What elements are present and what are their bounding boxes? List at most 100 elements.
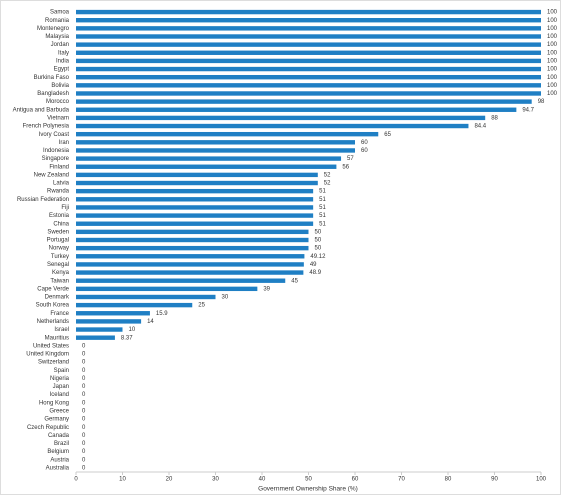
y-tick-label: Morocco	[46, 99, 70, 105]
y-tick-label: Montenegro	[37, 26, 70, 32]
bar	[76, 335, 115, 340]
y-tick-label: Vietnam	[47, 115, 69, 121]
y-tick-label: Spain	[54, 368, 69, 374]
y-tick-label: Israel	[54, 327, 69, 333]
bar	[76, 123, 469, 129]
value-label: 0	[82, 449, 86, 455]
y-tick-label: Hong Kong	[39, 400, 69, 406]
x-tick-label: 0	[74, 477, 78, 483]
value-label: 0	[82, 466, 86, 472]
value-label: 56	[342, 164, 349, 170]
bar	[76, 66, 541, 72]
value-label: 100	[547, 58, 558, 64]
bar	[76, 148, 355, 153]
bar	[76, 327, 123, 332]
y-tick-label: United States	[33, 343, 69, 349]
value-label: 39	[263, 286, 270, 292]
bar	[76, 74, 541, 80]
value-label: 100	[547, 26, 558, 32]
bar	[76, 270, 304, 275]
y-tick-label: Burkina Faso	[34, 75, 70, 81]
value-label: 51	[319, 205, 326, 211]
value-label: 30	[222, 295, 229, 301]
bar	[76, 9, 541, 15]
value-label: 100	[547, 67, 558, 73]
bar	[76, 140, 355, 145]
y-tick-label: Antigua and Barbuda	[13, 107, 70, 113]
y-tick-label: Jordan	[51, 42, 69, 48]
value-label: 0	[82, 392, 86, 398]
bar	[76, 34, 541, 39]
value-label: 8.37	[121, 335, 133, 341]
y-tick-label: Czech Republic	[27, 425, 69, 431]
bar	[76, 197, 314, 202]
value-label: 10	[129, 327, 136, 333]
x-tick-label: 90	[491, 477, 498, 483]
value-label: 51	[319, 213, 326, 219]
value-label: 57	[347, 156, 354, 162]
value-label: 14	[147, 319, 154, 325]
value-label: 88	[491, 115, 498, 121]
bar	[76, 311, 150, 316]
bar	[76, 99, 532, 104]
y-tick-label: Kenya	[52, 270, 70, 276]
bar	[76, 172, 318, 178]
x-tick-label: 50	[305, 477, 312, 483]
value-label: 0	[82, 376, 86, 382]
y-tick-label: Finland	[49, 164, 69, 170]
y-tick-label: Brazil	[54, 441, 69, 447]
bar	[76, 319, 142, 324]
bar	[76, 131, 379, 137]
y-tick-label: Nigeria	[50, 376, 70, 382]
y-tick-label: Rwanda	[47, 189, 70, 195]
bar	[76, 229, 309, 235]
value-label: 100	[547, 34, 558, 40]
bar	[76, 91, 541, 96]
value-label: 52	[324, 181, 331, 187]
value-label: 0	[82, 384, 86, 390]
y-tick-label: Romania	[45, 18, 70, 24]
value-label: 65	[384, 132, 391, 138]
bar	[76, 205, 314, 210]
value-label: 15.9	[156, 311, 168, 317]
y-tick-label: Ivory Coast	[39, 132, 70, 138]
value-label: 94.7	[522, 107, 534, 113]
value-label: 51	[319, 197, 326, 203]
bar	[76, 188, 314, 194]
value-label: 100	[547, 42, 558, 48]
y-tick-label: Taiwan	[50, 278, 69, 284]
bar	[76, 237, 309, 243]
bar	[76, 278, 286, 283]
y-tick-label: Australia	[46, 466, 70, 472]
y-tick-label: Indonesia	[43, 148, 70, 154]
value-label: 49	[310, 262, 317, 268]
bar	[76, 50, 541, 55]
y-tick-label: Iceland	[50, 392, 69, 398]
y-tick-label: Cape Verde	[37, 286, 69, 292]
bar	[76, 115, 486, 121]
y-tick-label: Fiji	[61, 205, 69, 211]
y-tick-label: Portugal	[47, 238, 69, 244]
bar	[76, 83, 541, 88]
y-tick-label: Switzerland	[38, 360, 69, 366]
value-label: 0	[82, 425, 86, 431]
value-label: 52	[324, 172, 331, 178]
value-label: 0	[82, 457, 86, 463]
value-label: 98	[538, 99, 545, 105]
y-tick-label: Denmark	[45, 295, 70, 301]
y-tick-label: Iran	[59, 140, 69, 146]
value-label: 0	[82, 360, 86, 366]
x-tick-label: 10	[119, 477, 126, 483]
y-tick-label: Sweden	[47, 229, 69, 235]
y-tick-label: United Kingdom	[26, 352, 69, 358]
y-tick-label: Bolivia	[51, 83, 69, 89]
value-label: 25	[198, 303, 205, 309]
y-tick-label: Austria	[50, 457, 69, 463]
value-label: 100	[547, 18, 558, 24]
value-label: 100	[547, 75, 558, 81]
y-tick-label: Egypt	[54, 67, 70, 73]
y-tick-label: Japan	[53, 384, 69, 390]
bar	[76, 107, 517, 112]
